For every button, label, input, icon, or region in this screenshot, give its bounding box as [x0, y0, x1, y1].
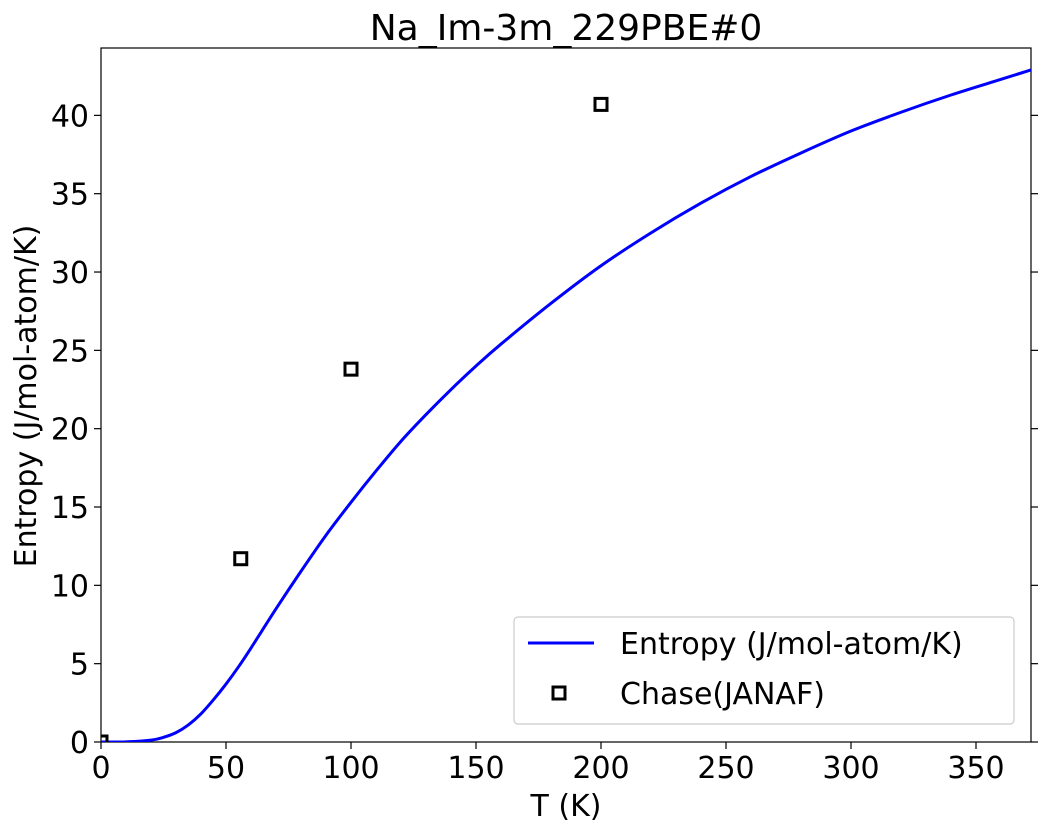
x-tick-label: 350: [947, 751, 1004, 786]
y-tick-label: 40: [51, 99, 89, 134]
y-tick-label: 10: [51, 569, 89, 604]
chart-title: Na_Im-3m_229PBE#0: [370, 8, 763, 49]
x-tick-label: 50: [207, 751, 245, 786]
plot-frame: [100, 47, 1032, 743]
y-tick-label: 15: [51, 491, 89, 526]
y-tick-label: 5: [70, 648, 89, 683]
x-tick-label: 250: [697, 751, 754, 786]
y-axis-ticks: 0 5 10 15 20 25 30 35 40: [51, 99, 1038, 761]
janaf-point: [593, 96, 609, 112]
x-tick-label: 300: [822, 751, 879, 786]
y-axis-label: Entropy (J/mol-atom/K): [9, 225, 44, 568]
series-layer: [101, 68, 1031, 742]
x-tick-label: 0: [91, 751, 110, 786]
y-tick-label: 25: [51, 334, 89, 369]
x-tick-label: 150: [447, 751, 504, 786]
x-axis-label: T (K): [530, 789, 602, 824]
x-tick-label: 100: [322, 751, 379, 786]
legend: Entropy (J/mol-atom/K) Chase(JANAF): [513, 616, 1015, 725]
y-tick-label: 35: [51, 178, 89, 213]
janaf-point: [343, 361, 359, 377]
legend-square-swatch: [551, 685, 567, 701]
y-tick-label: 0: [70, 726, 89, 761]
x-tick-label: 200: [572, 751, 629, 786]
y-tick-label: 30: [51, 256, 89, 291]
plot-border: [100, 47, 1032, 743]
legend-label-entropy: Entropy (J/mol-atom/K): [620, 627, 963, 662]
y-tick-label: 20: [51, 413, 89, 448]
legend-box: [513, 616, 1015, 725]
x-axis-ticks: 0 50 100 150 200 250 300 350: [91, 742, 1005, 786]
legend-label-janaf: Chase(JANAF): [620, 677, 825, 712]
janaf-point: [233, 551, 249, 567]
entropy-line: [101, 68, 1031, 742]
